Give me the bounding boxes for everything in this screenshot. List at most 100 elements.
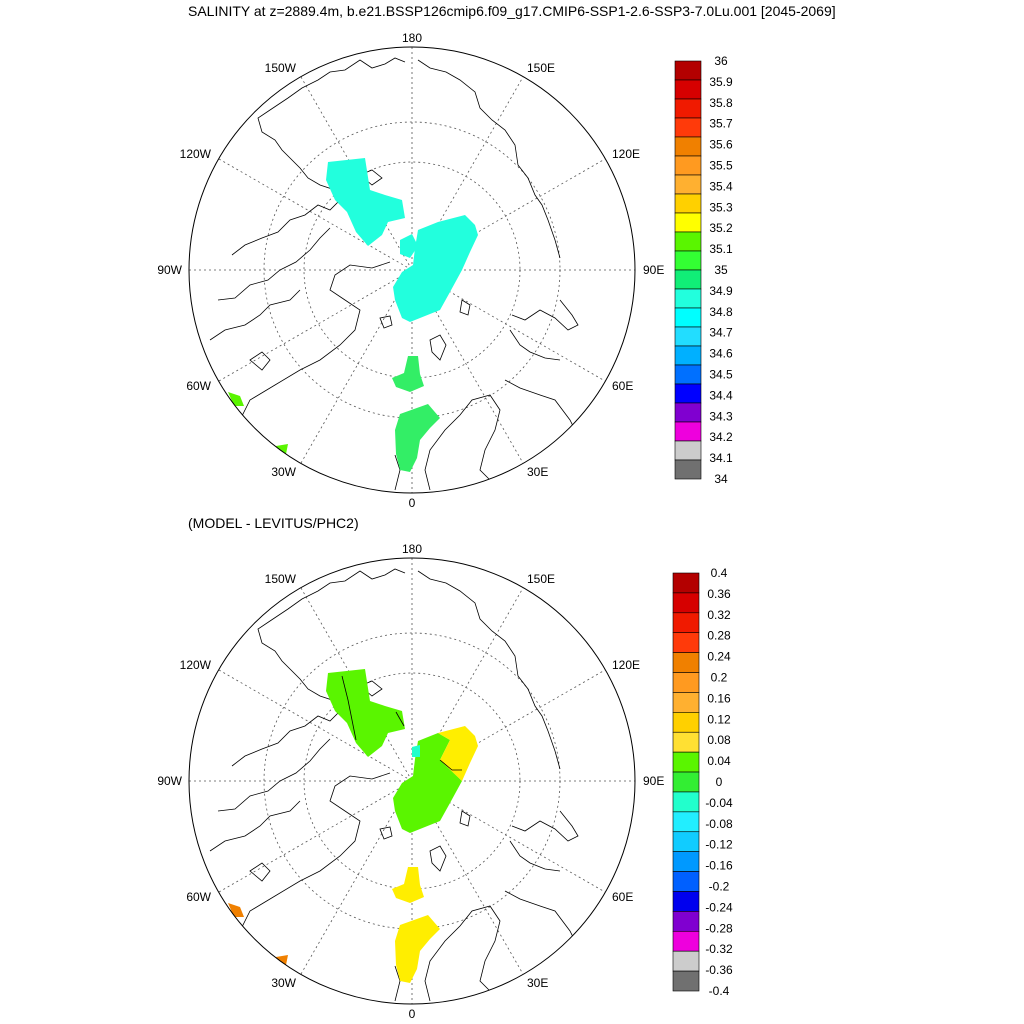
lon-label-90w: 90W	[157, 774, 182, 788]
diff-patch-eurasian-yellow	[438, 726, 478, 781]
colorbar-tick-label: 35.8	[709, 96, 733, 110]
colorbar-tick-label: 0.2	[711, 671, 728, 685]
colorbar-tick-label: 35.1	[709, 242, 733, 256]
colorbar-swatch	[674, 98, 702, 119]
difference-map-panel: 180 0 90W 90E 150W 150E 120W 120E 60W 60…	[157, 542, 664, 1021]
colorbar-swatch	[674, 212, 702, 233]
colorbar-swatch	[674, 250, 702, 271]
colorbar-swatch	[672, 692, 700, 713]
lon-label-120e: 120E	[612, 147, 640, 161]
colorbar-swatch	[672, 811, 700, 833]
lon-label-150e: 150E	[527, 61, 555, 75]
colorbar-tick-label: 0.4	[711, 566, 728, 580]
diff-patch-labrador	[228, 903, 244, 917]
colorbar-tick-label: 34.4	[709, 388, 733, 402]
colorbar-swatch	[674, 364, 702, 385]
colorbar-swatch	[674, 326, 702, 347]
colorbar-swatch	[674, 117, 702, 138]
colorbar-swatch	[674, 288, 702, 309]
lon-label-30w: 30W	[271, 465, 296, 479]
colorbar-tick-label: 35.9	[709, 75, 733, 89]
map-boundary	[188, 46, 636, 494]
colorbar-tick-label: -0.36	[705, 963, 733, 977]
colorbar-tick-label: -0.4	[709, 984, 730, 998]
lon-label-30e: 30E	[527, 976, 548, 990]
field-patch-canada-basin	[326, 158, 405, 246]
colorbar-swatch	[674, 60, 702, 81]
field-patch-eurasian-basin	[393, 215, 478, 322]
lon-label-90e: 90E	[643, 263, 664, 277]
colorbar-tick-label: -0.12	[705, 838, 733, 852]
colorbar-tick-label: -0.24	[705, 900, 733, 914]
colorbar-swatch	[672, 712, 700, 733]
colorbar-tick-label: 0.12	[707, 712, 731, 726]
colorbar-swatch	[674, 136, 702, 157]
colorbar-tick-label: 35.4	[709, 179, 733, 193]
colorbar-tick-label: 34	[714, 472, 728, 486]
colorbar-swatch	[672, 751, 700, 773]
colorbar-swatch	[674, 231, 702, 252]
lon-label-150e: 150E	[527, 572, 555, 586]
colorbar-swatch	[672, 871, 700, 892]
colorbar-tick-label: 35.5	[709, 159, 733, 173]
colorbar-swatch	[674, 383, 702, 404]
lon-label-60e: 60E	[612, 379, 633, 393]
colorbar-tick-label: -0.16	[705, 859, 733, 873]
salinity-colorbar: 36 35.9 35.8 35.7 35.6 35.5 35.4 35.3 35.2 35.1 35…	[674, 54, 733, 486]
colorbar-tick-label: -0.08	[705, 817, 733, 831]
map-boundary	[188, 557, 636, 1005]
difference-colorbar: 0.4 0.36 0.32 0.28 0.24 0.2 0.16 0.12 0.08 0.04 0 -…	[672, 566, 733, 998]
colorbar-tick-label: 34.6	[709, 347, 733, 361]
colorbar-tick-label: -0.2	[709, 880, 730, 894]
field-patch-atlantic	[276, 444, 288, 454]
colorbar-tick-label: 0.08	[707, 733, 731, 747]
coastlines	[209, 57, 581, 491]
colorbar-swatch	[674, 459, 702, 480]
colorbar-tick-label: 0.32	[707, 608, 731, 622]
colorbar-tick-label: 34.1	[709, 451, 733, 465]
colorbar-tick-label: 0.28	[707, 629, 731, 643]
colorbar-swatch	[672, 572, 700, 594]
diff-patch-fram-strait	[392, 867, 424, 903]
colorbar-tick-label: -0.32	[705, 942, 733, 956]
colorbar-swatch	[672, 911, 700, 932]
colorbar-tick-label: -0.04	[705, 796, 733, 810]
colorbar-tick-label: 0.16	[707, 691, 731, 705]
colorbar-swatch	[674, 79, 702, 100]
colorbar-tick-label: -0.28	[705, 921, 733, 935]
colorbar-swatch	[672, 791, 700, 813]
colorbar-tick-label: 0.24	[707, 650, 731, 664]
diff-patch-atlantic	[276, 955, 288, 965]
lon-label-30e: 30E	[527, 465, 548, 479]
colorbar-tick-label: 35.6	[709, 138, 733, 152]
coastlines	[209, 568, 581, 1002]
lon-label-120w: 120W	[180, 147, 212, 161]
colorbar-swatch	[672, 970, 700, 992]
colorbar-swatch	[674, 307, 702, 328]
colorbar-swatch	[674, 345, 702, 366]
colorbar-tick-label: 34.9	[709, 284, 733, 298]
lon-label-60e: 60E	[612, 890, 633, 904]
field-patch-labrador	[228, 392, 244, 406]
colorbar-tick-label: 34.2	[709, 430, 733, 444]
lon-label-150w: 150W	[265, 572, 297, 586]
lon-label-180: 180	[402, 542, 422, 556]
colorbar-swatch	[674, 155, 702, 176]
colorbar-swatch	[674, 174, 702, 195]
colorbar-tick-label: 34.8	[709, 305, 733, 319]
lon-label-120e: 120E	[612, 658, 640, 672]
lon-label-180: 180	[402, 31, 422, 45]
colorbar-tick-label: 36	[714, 54, 728, 68]
colorbar-swatch	[672, 652, 700, 673]
lon-label-90w: 90W	[157, 263, 182, 277]
figure-title: SALINITY at z=2889.4m, b.e21.BSSP126cmip…	[188, 3, 836, 19]
colorbar-tick-label: 34.7	[709, 326, 733, 340]
field-patch-fram-strait	[392, 356, 424, 392]
zero-contour	[341, 675, 462, 771]
colorbar-swatch	[672, 891, 700, 912]
lon-label-90e: 90E	[643, 774, 664, 788]
colorbar-swatch	[672, 950, 700, 972]
lon-label-120w: 120W	[180, 658, 212, 672]
lon-label-60w: 60W	[186, 890, 211, 904]
